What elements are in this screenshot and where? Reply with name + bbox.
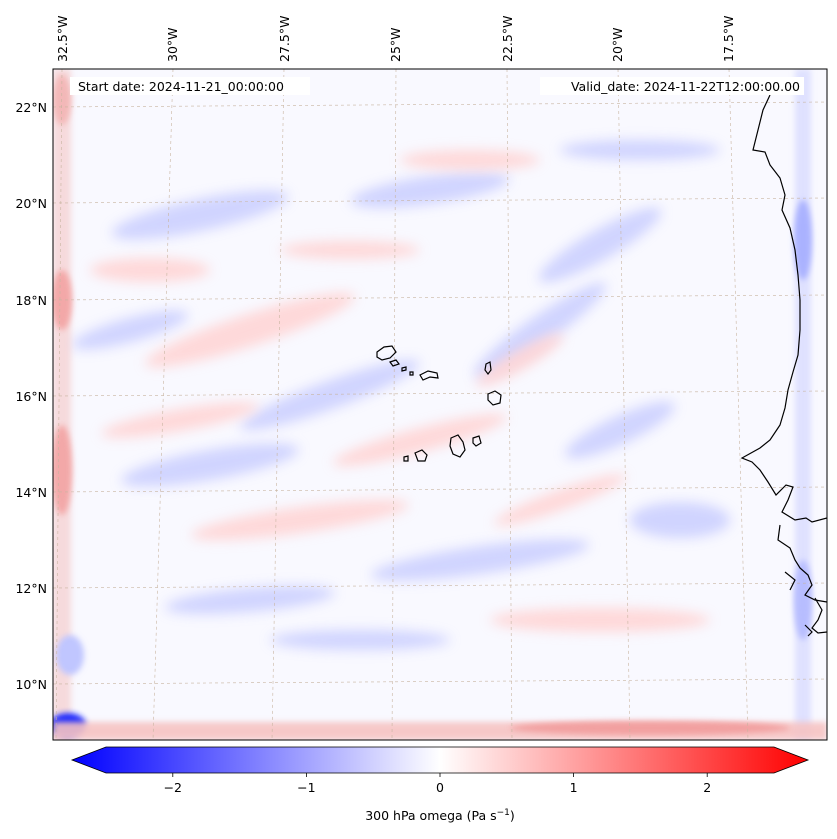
africa-coastline xyxy=(740,94,827,523)
lon-label-17-5w: 17.5°W xyxy=(721,16,736,62)
colorbar-ticks: −2 −1 0 1 2 xyxy=(164,773,711,795)
coastline xyxy=(376,94,827,637)
colorbar-tick-label: 2 xyxy=(703,780,711,795)
colorbar-tick-label: 1 xyxy=(570,780,578,795)
map-frame xyxy=(52,68,828,741)
start-date-label: Start date: 2024-11-21_00:00:00 xyxy=(78,79,284,94)
lat-label-18n: 18°N xyxy=(15,293,47,308)
santo-antao-island xyxy=(376,345,397,361)
longitude-labels: 32.5°W 30°W 27.5°W 25°W 22.5°W 20°W 17.5… xyxy=(55,16,736,62)
graticule xyxy=(53,69,827,740)
lon-label-22-5w: 22.5°W xyxy=(500,16,515,62)
colorbar-label: 300 hPa omega (Pa s−1) xyxy=(365,808,515,823)
lon-label-30w: 30°W xyxy=(165,27,180,62)
lat-label-10n: 10°N xyxy=(15,677,47,692)
lat-label-16n: 16°N xyxy=(15,389,47,404)
map-plot-area: Start date: 2024-11-21_00:00:00 Valid_da… xyxy=(52,68,828,741)
latitude-labels: 22°N 20°N 18°N 16°N 14°N 12°N 10°N xyxy=(15,100,47,692)
lon-label-32-5w: 32.5°W xyxy=(55,16,70,62)
lon-label-25w: 25°W xyxy=(388,27,403,62)
lat-label-14n: 14°N xyxy=(15,485,47,500)
colorbar-tick-label: 0 xyxy=(436,780,444,795)
lat-label-20n: 20°N xyxy=(15,196,47,211)
start-date-box xyxy=(70,77,310,95)
valid-date-label: Valid_date: 2024-11-22T12:00:00.00 xyxy=(571,79,800,94)
colorbar-tick-label: −1 xyxy=(297,780,315,795)
colorbar-bar xyxy=(70,746,810,774)
omega-field xyxy=(53,69,827,740)
colorbar: −2 −1 0 1 2 300 hPa omega (Pa s−1) xyxy=(70,746,810,823)
valid-date-box xyxy=(540,77,804,95)
lon-label-27-5w: 27.5°W xyxy=(277,16,292,62)
lat-label-22n: 22°N xyxy=(15,100,47,115)
colorbar-tick-label: −2 xyxy=(164,780,182,795)
lon-label-20w: 20°W xyxy=(610,27,625,62)
lat-label-12n: 12°N xyxy=(15,581,47,596)
